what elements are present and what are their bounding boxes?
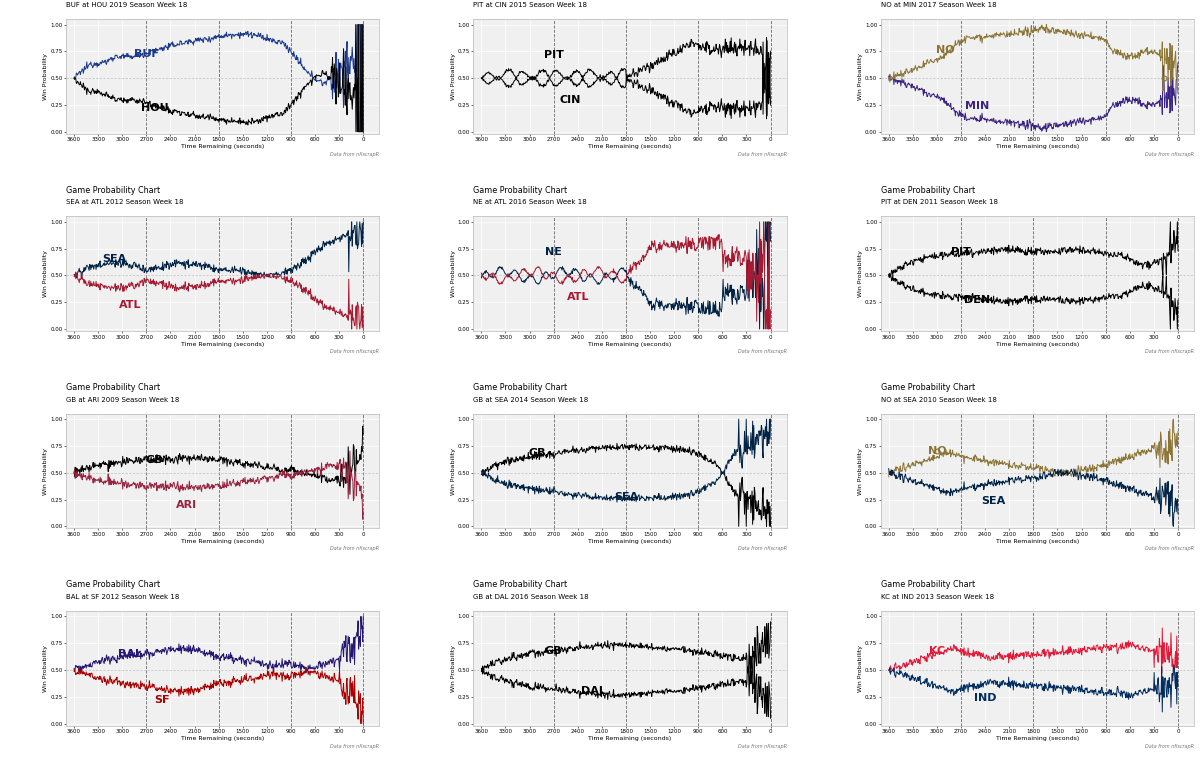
Text: Game Probability Chart: Game Probability Chart	[66, 580, 160, 589]
Text: Data from nflscrapR: Data from nflscrapR	[330, 743, 379, 749]
X-axis label: Time Remaining (seconds): Time Remaining (seconds)	[996, 144, 1079, 150]
Text: GB at SEA 2014 Season Week 18: GB at SEA 2014 Season Week 18	[473, 396, 588, 402]
X-axis label: Time Remaining (seconds): Time Remaining (seconds)	[181, 144, 264, 150]
Text: Game Probability Chart: Game Probability Chart	[881, 186, 974, 194]
Text: DEN: DEN	[964, 295, 990, 305]
Text: PIT: PIT	[952, 247, 971, 257]
Text: Data from nflscrapR: Data from nflscrapR	[738, 152, 787, 157]
Y-axis label: Win Probability: Win Probability	[450, 53, 456, 100]
Y-axis label: Win Probability: Win Probability	[858, 53, 863, 100]
Text: SEA: SEA	[982, 495, 1006, 505]
Y-axis label: Win Probability: Win Probability	[43, 448, 48, 495]
Text: Game Probability Chart: Game Probability Chart	[473, 382, 568, 392]
X-axis label: Time Remaining (seconds): Time Remaining (seconds)	[181, 342, 264, 346]
Text: Game Probability Chart: Game Probability Chart	[66, 382, 160, 392]
Text: NE at ATL 2016 Season Week 18: NE at ATL 2016 Season Week 18	[473, 199, 587, 205]
Text: ATL: ATL	[119, 300, 142, 310]
Y-axis label: Win Probability: Win Probability	[43, 53, 48, 100]
Y-axis label: Win Probability: Win Probability	[43, 250, 48, 297]
Text: Game Probability Chart: Game Probability Chart	[881, 382, 974, 392]
X-axis label: Time Remaining (seconds): Time Remaining (seconds)	[181, 539, 264, 544]
Text: Data from nflscrapR: Data from nflscrapR	[1145, 152, 1194, 157]
X-axis label: Time Remaining (seconds): Time Remaining (seconds)	[588, 737, 672, 741]
Text: BAL at SF 2012 Season Week 18: BAL at SF 2012 Season Week 18	[66, 594, 179, 600]
Text: NO: NO	[928, 446, 947, 456]
Text: Game Probability Chart: Game Probability Chart	[881, 580, 974, 589]
Text: PIT at CIN 2015 Season Week 18: PIT at CIN 2015 Season Week 18	[473, 2, 587, 8]
Y-axis label: Win Probability: Win Probability	[858, 250, 863, 297]
Text: MIN: MIN	[965, 101, 989, 111]
Text: Data from nflscrapR: Data from nflscrapR	[1145, 743, 1194, 749]
Text: HOU: HOU	[140, 103, 168, 113]
Text: IND: IND	[974, 693, 996, 703]
Text: CIN: CIN	[559, 94, 581, 104]
Text: NE: NE	[545, 247, 562, 257]
X-axis label: Time Remaining (seconds): Time Remaining (seconds)	[996, 539, 1079, 544]
X-axis label: Time Remaining (seconds): Time Remaining (seconds)	[588, 539, 672, 544]
Text: KC at IND 2013 Season Week 18: KC at IND 2013 Season Week 18	[881, 594, 994, 600]
X-axis label: Time Remaining (seconds): Time Remaining (seconds)	[996, 737, 1079, 741]
Text: NO at MIN 2017 Season Week 18: NO at MIN 2017 Season Week 18	[881, 2, 996, 8]
Text: Data from nflscrapR: Data from nflscrapR	[330, 546, 379, 551]
Text: Data from nflscrapR: Data from nflscrapR	[330, 349, 379, 354]
Text: GB: GB	[145, 455, 163, 465]
Text: DAL: DAL	[582, 687, 606, 697]
Text: SF: SF	[155, 695, 170, 705]
X-axis label: Time Remaining (seconds): Time Remaining (seconds)	[181, 737, 264, 741]
Text: ARI: ARI	[176, 500, 197, 510]
Text: Data from nflscrapR: Data from nflscrapR	[1145, 546, 1194, 551]
Text: KC: KC	[929, 646, 944, 656]
Y-axis label: Win Probability: Win Probability	[450, 448, 456, 495]
Text: SEA: SEA	[102, 254, 126, 264]
Text: SEA: SEA	[614, 492, 638, 502]
X-axis label: Time Remaining (seconds): Time Remaining (seconds)	[996, 342, 1079, 346]
Text: BUF: BUF	[134, 48, 158, 58]
X-axis label: Time Remaining (seconds): Time Remaining (seconds)	[588, 144, 672, 150]
Text: PIT at DEN 2011 Season Week 18: PIT at DEN 2011 Season Week 18	[881, 199, 997, 205]
Text: NO: NO	[936, 45, 954, 55]
Text: Data from nflscrapR: Data from nflscrapR	[738, 546, 787, 551]
Text: Data from nflscrapR: Data from nflscrapR	[330, 152, 379, 157]
Text: NO at SEA 2010 Season Week 18: NO at SEA 2010 Season Week 18	[881, 396, 996, 402]
Y-axis label: Win Probability: Win Probability	[450, 250, 456, 297]
Text: Game Probability Chart: Game Probability Chart	[473, 186, 568, 194]
Text: Data from nflscrapR: Data from nflscrapR	[738, 349, 787, 354]
Text: Data from nflscrapR: Data from nflscrapR	[738, 743, 787, 749]
Text: BAL: BAL	[119, 649, 143, 659]
Text: Game Probability Chart: Game Probability Chart	[473, 580, 568, 589]
Text: Game Probability Chart: Game Probability Chart	[66, 186, 160, 194]
Text: GB: GB	[545, 646, 563, 656]
Text: GB at ARI 2009 Season Week 18: GB at ARI 2009 Season Week 18	[66, 396, 179, 402]
Text: GB at DAL 2016 Season Week 18: GB at DAL 2016 Season Week 18	[473, 594, 589, 600]
Text: GB: GB	[529, 449, 546, 458]
X-axis label: Time Remaining (seconds): Time Remaining (seconds)	[588, 342, 672, 346]
Y-axis label: Win Probability: Win Probability	[858, 448, 863, 495]
Text: PIT: PIT	[544, 50, 564, 60]
Text: SEA at ATL 2012 Season Week 18: SEA at ATL 2012 Season Week 18	[66, 199, 184, 205]
Y-axis label: Win Probability: Win Probability	[450, 645, 456, 692]
Text: ATL: ATL	[566, 292, 589, 302]
Y-axis label: Win Probability: Win Probability	[858, 645, 863, 692]
Y-axis label: Win Probability: Win Probability	[43, 645, 48, 692]
Text: BUF at HOU 2019 Season Week 18: BUF at HOU 2019 Season Week 18	[66, 2, 187, 8]
Text: Data from nflscrapR: Data from nflscrapR	[1145, 349, 1194, 354]
